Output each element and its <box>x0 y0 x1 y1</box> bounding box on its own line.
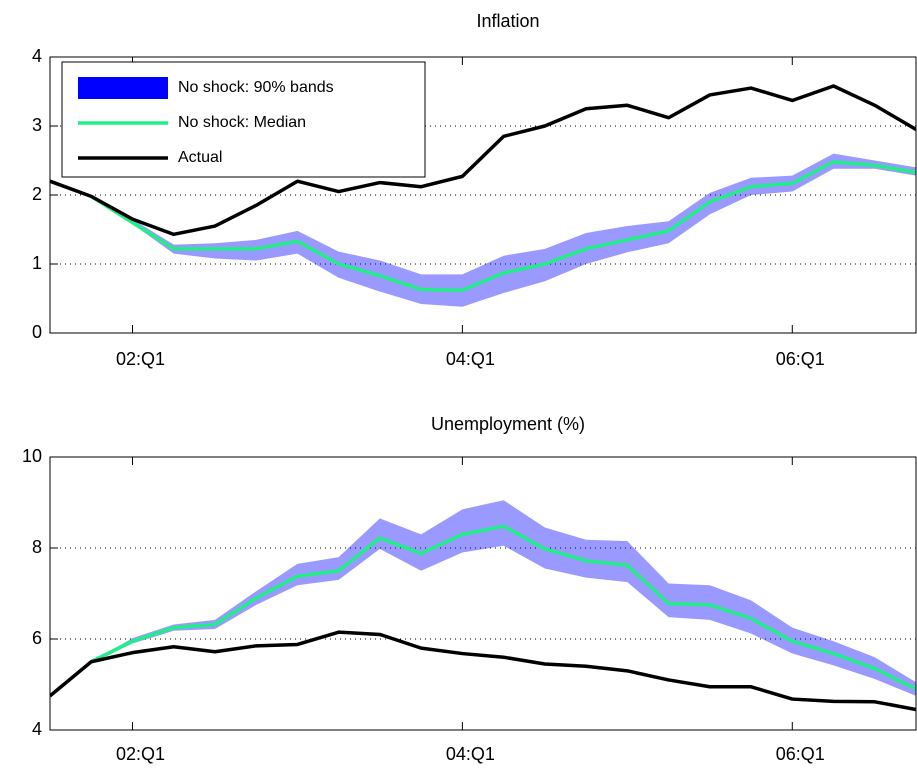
plot-area <box>50 500 916 712</box>
y-tick-label: 4 <box>32 719 42 739</box>
chart-title: Inflation <box>476 11 539 31</box>
y-tick-label: 3 <box>32 115 42 135</box>
y-tick-label: 10 <box>22 446 42 466</box>
band <box>91 500 916 696</box>
legend-label: No shock: Median <box>178 114 306 131</box>
x-tick-label: 04:Q1 <box>446 349 495 369</box>
line <box>90 160 916 292</box>
x-tick-label: 06:Q1 <box>776 349 825 369</box>
line <box>90 524 916 691</box>
y-tick-label: 1 <box>32 253 42 273</box>
chart-title: Unemployment (%) <box>431 414 585 434</box>
band <box>91 153 916 307</box>
legend-label: No shock: 90% bands <box>178 79 334 96</box>
x-tick-label: 02:Q1 <box>116 744 165 764</box>
y-tick-label: 8 <box>32 537 42 557</box>
y-tick-label: 2 <box>32 184 42 204</box>
x-tick-label: 06:Q1 <box>776 744 825 764</box>
legend-label: Actual <box>178 149 222 166</box>
panel: Unemployment (%) 4 6 8 10 02:Q1 04:Q1 06:Q1 <box>22 414 917 764</box>
legend: No shock: 90% bands No shock: Median Actua… <box>61 61 426 178</box>
y-tick-label: 4 <box>32 46 42 66</box>
y-tick-label: 0 <box>32 322 42 342</box>
panel: Inflation 0 1 2 3 4 02:Q1 04:Q1 06:Q1 No shock: 9… <box>32 11 917 369</box>
line <box>50 630 916 712</box>
y-tick-label: 6 <box>32 628 42 648</box>
axes-frame <box>49 456 917 731</box>
plot-area <box>50 84 916 307</box>
line <box>50 84 916 237</box>
axes-frame <box>49 56 917 334</box>
legend-swatch <box>78 77 168 99</box>
x-tick-label: 02:Q1 <box>116 349 165 369</box>
x-tick-label: 04:Q1 <box>446 744 495 764</box>
